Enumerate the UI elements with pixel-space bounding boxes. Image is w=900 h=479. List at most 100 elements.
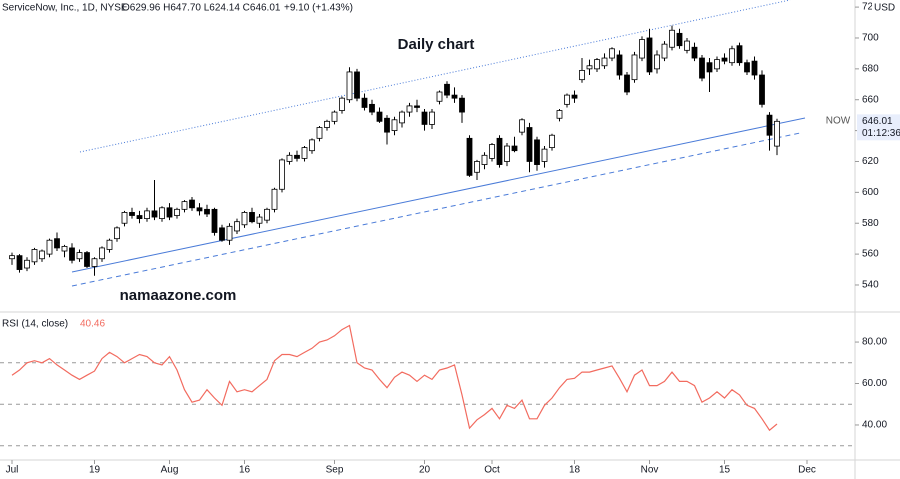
candle-body bbox=[541, 148, 548, 162]
candle-body bbox=[159, 207, 165, 220]
candle-body bbox=[204, 208, 210, 215]
candle-body bbox=[301, 147, 308, 159]
candle-body bbox=[714, 59, 720, 70]
candle-body bbox=[511, 145, 518, 152]
rsi-line bbox=[11, 324, 778, 432]
candle-body bbox=[766, 114, 773, 136]
candle-body bbox=[151, 210, 158, 218]
trendline-upper bbox=[79, 0, 791, 153]
candle-body bbox=[361, 97, 368, 108]
candle-body bbox=[354, 71, 360, 99]
x-tick-label: Jul bbox=[6, 465, 19, 476]
candle-body bbox=[684, 40, 690, 51]
countdown: 01:12:36 bbox=[862, 128, 900, 139]
candle-body bbox=[751, 60, 758, 76]
candle-body bbox=[586, 65, 593, 70]
x-tick-label: Dec bbox=[798, 465, 816, 476]
price-tag bbox=[857, 114, 900, 141]
x-tick-label: 20 bbox=[419, 465, 431, 476]
candle-body bbox=[399, 111, 405, 124]
x-tick-label: 16 bbox=[239, 465, 251, 476]
candle-body bbox=[691, 46, 698, 59]
candle-body bbox=[699, 57, 705, 79]
candle-body bbox=[31, 249, 38, 263]
candle-body bbox=[391, 119, 398, 132]
y-tick-label: 40.00 bbox=[862, 420, 887, 431]
candle-body bbox=[631, 54, 638, 81]
candle-body bbox=[376, 111, 383, 122]
candle-body bbox=[646, 37, 653, 73]
candle-body bbox=[271, 188, 278, 210]
candle-body bbox=[61, 245, 68, 252]
candle-body bbox=[384, 117, 390, 133]
currency-badge bbox=[872, 0, 900, 15]
candle-body bbox=[279, 159, 285, 190]
candle-body bbox=[721, 57, 728, 62]
candle-body bbox=[339, 97, 345, 111]
symbol-label: NOW bbox=[826, 116, 851, 127]
candle-body bbox=[639, 39, 645, 59]
candle-body bbox=[534, 139, 540, 165]
y-tick-label: 540 bbox=[862, 280, 879, 291]
candle-body bbox=[91, 258, 98, 267]
candle-body bbox=[346, 71, 353, 101]
candle-body bbox=[481, 154, 488, 165]
candle-body bbox=[549, 134, 555, 148]
candle-body bbox=[121, 212, 128, 224]
rsi-title: RSI (14, close) bbox=[2, 319, 68, 330]
candle-body bbox=[331, 111, 338, 122]
candle-body bbox=[601, 57, 608, 67]
y-tick-label: 580 bbox=[862, 218, 879, 229]
candle-body bbox=[579, 69, 585, 81]
candle-body bbox=[706, 62, 713, 73]
x-tick-label: Nov bbox=[641, 465, 659, 476]
candle-body bbox=[624, 74, 630, 93]
candle-body bbox=[316, 127, 323, 139]
y-tick-label: 620 bbox=[862, 156, 879, 167]
candle-body bbox=[414, 105, 420, 108]
candle-body bbox=[676, 32, 683, 47]
rsi-value: 40.46 bbox=[80, 319, 105, 330]
candle-body bbox=[556, 110, 563, 119]
candle-body bbox=[504, 145, 510, 162]
candle-body bbox=[54, 238, 60, 249]
y-tick-label: 60.00 bbox=[862, 378, 887, 389]
candle-body bbox=[474, 161, 480, 173]
candle-body bbox=[594, 59, 600, 70]
candle-body bbox=[406, 105, 413, 113]
candle-body bbox=[69, 247, 75, 261]
candle-body bbox=[459, 97, 465, 113]
candle-body bbox=[774, 120, 780, 147]
candle-body bbox=[294, 154, 300, 159]
x-tick-label: Oct bbox=[484, 465, 500, 476]
candle-body bbox=[181, 201, 188, 210]
candle-body bbox=[211, 208, 218, 233]
y-tick-label: 80.00 bbox=[862, 337, 887, 348]
x-tick-label: 15 bbox=[719, 465, 731, 476]
candle-body bbox=[144, 210, 150, 220]
price-tag-label: 646.01 bbox=[862, 116, 893, 127]
candle-body bbox=[9, 255, 15, 260]
candle-body bbox=[129, 212, 135, 216]
candle-body bbox=[46, 239, 53, 255]
candle-body bbox=[609, 48, 615, 59]
candle-body bbox=[654, 54, 660, 70]
candle-body bbox=[466, 137, 473, 176]
candle-body bbox=[166, 207, 173, 218]
candle-body bbox=[759, 74, 765, 105]
watermark: namaazone.com bbox=[120, 287, 237, 304]
candle-body bbox=[451, 94, 458, 99]
candle-body bbox=[616, 54, 623, 76]
y-tick-label: 560 bbox=[862, 249, 879, 260]
candle-body bbox=[264, 208, 270, 221]
x-tick-label: 19 bbox=[89, 465, 101, 476]
candle-body bbox=[309, 139, 315, 152]
candle-body bbox=[114, 227, 120, 240]
candle-body bbox=[496, 137, 503, 165]
candle-body bbox=[661, 43, 668, 59]
y-tick-label: 660 bbox=[862, 94, 879, 105]
chart-title: Daily chart bbox=[398, 36, 475, 53]
y-tick-label: 680 bbox=[862, 63, 879, 74]
candle-body bbox=[256, 216, 263, 224]
